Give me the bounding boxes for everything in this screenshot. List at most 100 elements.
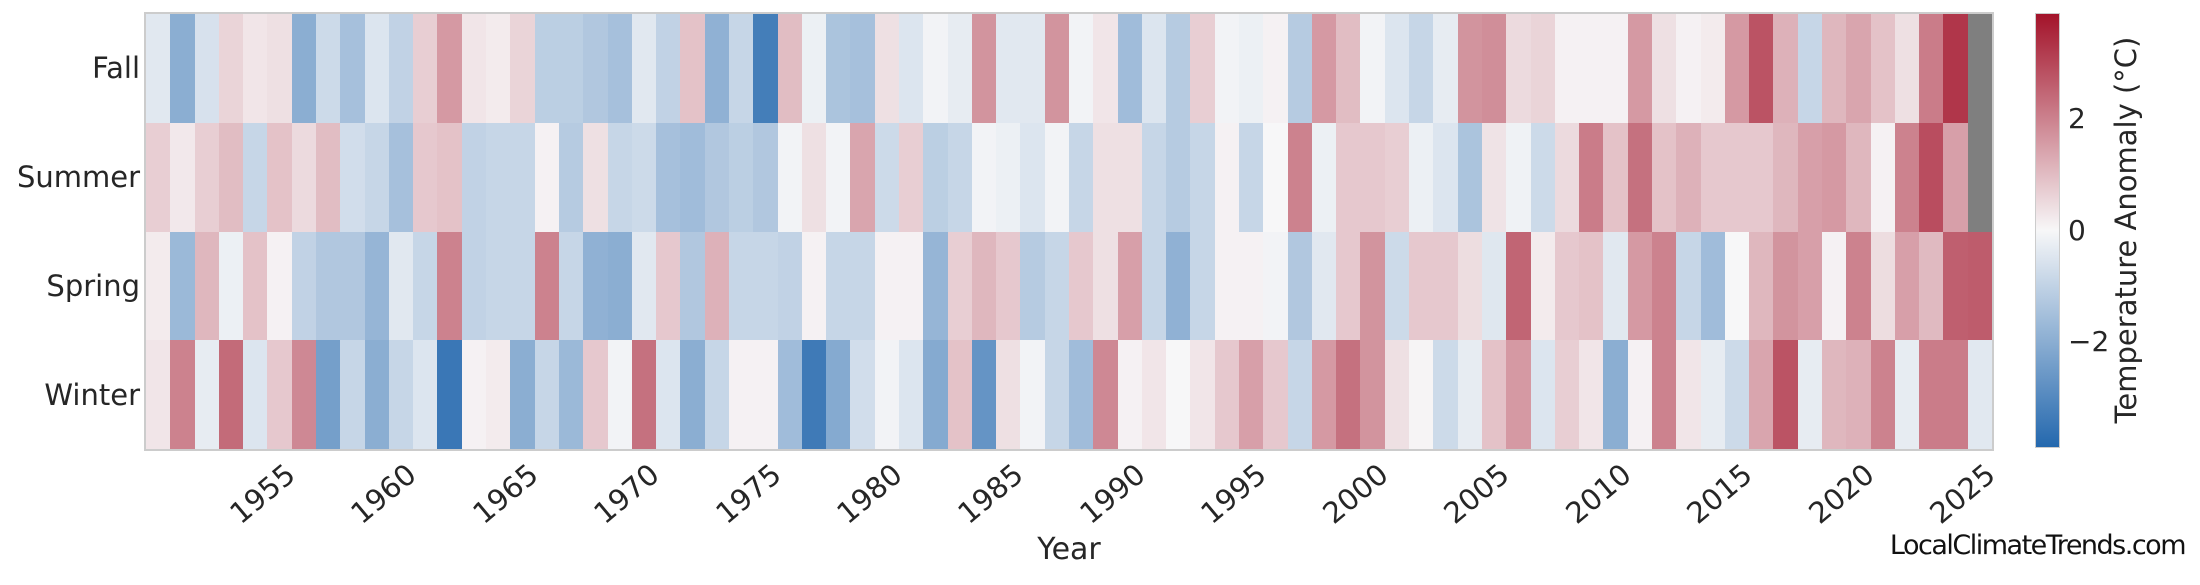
heatmap-cell <box>850 14 875 123</box>
heatmap-cell <box>1263 14 1288 123</box>
x-tick-label: 1995 <box>1194 457 1274 531</box>
colorbar-tick-label: 0 <box>2068 213 2086 247</box>
heatmap-cell <box>1190 122 1215 232</box>
heatmap-cell <box>1117 122 1142 232</box>
heatmap-cell <box>1724 14 1750 123</box>
heatmap-cell <box>340 122 365 232</box>
heatmap-cell <box>218 14 244 123</box>
heatmap-cell <box>316 14 341 123</box>
heatmap-cell <box>316 231 341 341</box>
heatmap-cell <box>1651 122 1677 232</box>
heatmap-cell <box>1797 122 1822 232</box>
heatmap-cell <box>971 340 997 449</box>
heatmap-cell <box>1943 340 1968 449</box>
heatmap-cell <box>1020 231 1045 341</box>
heatmap-cell <box>728 122 754 232</box>
heatmap-cell <box>1166 340 1191 449</box>
heatmap-cell <box>1627 231 1652 341</box>
heatmap-cell <box>1821 14 1847 123</box>
heatmap-cell <box>388 122 414 232</box>
heatmap-cell <box>1141 231 1167 341</box>
heatmap-cell <box>170 340 195 449</box>
x-tick-label: 2020 <box>1801 457 1881 531</box>
heatmap-cell <box>486 340 511 449</box>
heatmap-cell <box>874 122 899 232</box>
heatmap-cell <box>1069 122 1094 232</box>
heatmap-cell <box>1627 122 1652 232</box>
heatmap-cell <box>1239 122 1264 232</box>
heatmap-cell <box>753 231 778 341</box>
heatmap-cell <box>1919 122 1944 232</box>
heatmap-cell <box>1384 340 1410 449</box>
heatmap-cell <box>1287 14 1312 123</box>
heatmap-cell <box>704 340 729 449</box>
colorbar-title: Temperature Anomaly (°C) <box>2109 36 2143 424</box>
heatmap-cell <box>1141 122 1167 232</box>
heatmap-cell <box>1044 14 1069 123</box>
heatmap-cell <box>1311 231 1337 341</box>
heatmap-cell <box>1749 14 1774 123</box>
heatmap-cell <box>1894 14 1920 123</box>
heatmap-cell <box>850 122 875 232</box>
heatmap-cell <box>1846 14 1871 123</box>
heatmap-cell <box>874 231 899 341</box>
heatmap-cell <box>316 340 341 449</box>
heatmap-cell <box>728 231 754 341</box>
heatmap-cell <box>1433 14 1458 123</box>
heatmap-cell <box>1360 122 1385 232</box>
heatmap-cell <box>874 14 899 123</box>
heatmap-cell <box>510 14 535 123</box>
heatmap-cell <box>1336 14 1361 123</box>
heatmap-cell <box>680 340 705 449</box>
heatmap-cell <box>291 340 317 449</box>
heatmap-cell <box>1554 14 1580 123</box>
heatmap-cell <box>777 340 802 449</box>
heatmap-cell <box>1603 14 1628 123</box>
heatmap-cell <box>1846 340 1871 449</box>
heatmap-cell <box>1360 14 1385 123</box>
heatmap-cell <box>1384 231 1410 341</box>
heatmap-cell <box>923 14 948 123</box>
heatmap-cell <box>1093 340 1118 449</box>
heatmap-cell <box>267 231 292 341</box>
heatmap-cell <box>801 122 827 232</box>
x-tick-label: 1970 <box>587 457 666 531</box>
heatmap-cell <box>1749 231 1774 341</box>
heatmap-cell <box>534 231 559 341</box>
heatmap-cell <box>534 340 559 449</box>
x-tick-label: 1960 <box>344 457 423 531</box>
heatmap-cell <box>898 340 924 449</box>
heatmap-cell <box>1943 231 1968 341</box>
heatmap-cell <box>461 340 487 449</box>
heatmap-cell <box>1360 231 1385 341</box>
colorbar-tick-label: −2 <box>2068 324 2110 358</box>
y-axis-label-summer: Summer <box>16 160 140 195</box>
heatmap-cell <box>1311 14 1337 123</box>
heatmap-cell <box>1457 14 1482 123</box>
heatmap-cell <box>1190 231 1215 341</box>
heatmap-cell <box>194 340 219 449</box>
heatmap-cell <box>850 340 875 449</box>
heatmap-cell <box>218 340 244 449</box>
heatmap-cell <box>1311 340 1337 449</box>
heatmap-cell <box>631 122 657 232</box>
x-tick-label: 1990 <box>1073 457 1152 531</box>
heatmap-cell <box>1943 122 1968 232</box>
heatmap-cell <box>996 14 1021 123</box>
heatmap-cell <box>1506 231 1531 341</box>
heatmap-cell <box>1069 14 1094 123</box>
heatmap-cell <box>971 122 997 232</box>
heatmap-cell <box>146 231 171 341</box>
heatmap-cell <box>704 14 729 123</box>
heatmap-cell <box>1821 340 1847 449</box>
heatmap-cell <box>850 231 875 341</box>
heatmap-cell <box>1506 340 1531 449</box>
heatmap-cell <box>486 14 511 123</box>
heatmap-cell <box>267 340 292 449</box>
heatmap-cell <box>801 340 827 449</box>
heatmap-cell <box>1093 122 1118 232</box>
heatmap-cell <box>364 122 389 232</box>
heatmap-cell <box>388 340 414 449</box>
heatmap-cell <box>291 122 317 232</box>
heatmap-cell <box>923 122 948 232</box>
